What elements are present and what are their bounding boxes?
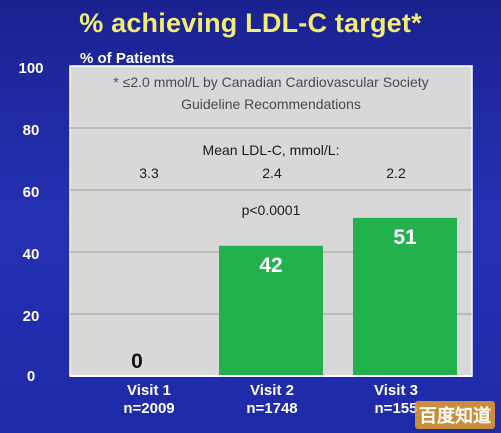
y-axis-label: % of Patients xyxy=(80,50,175,67)
y-tick-0: 0 xyxy=(26,368,36,385)
mean-ldl-title: Mean LDL-C, mmol/L: xyxy=(202,142,340,158)
x-category-n: n=155 xyxy=(374,400,418,417)
x-category-label: Visit 3 xyxy=(374,382,418,399)
y-tick-80: 80 xyxy=(22,122,40,139)
mean-ldl-visit-3: 2.2 xyxy=(386,165,406,181)
footnote-line-2: Guideline Recommendations xyxy=(181,96,361,112)
y-tick-60: 60 xyxy=(22,184,40,201)
x-category-visit-1: Visit 1 n=2009 xyxy=(94,382,204,418)
bar-visit-3 xyxy=(353,217,457,376)
chart-title: % achieving LDL-C target* xyxy=(79,8,422,38)
x-category-visit-2: Visit 2 n=1748 xyxy=(217,382,327,418)
mean-ldl-visit-1: 3.3 xyxy=(139,165,159,181)
x-category-n: n=1748 xyxy=(246,400,298,417)
x-category-label: Visit 2 xyxy=(250,382,294,399)
x-category-label: Visit 1 xyxy=(127,382,171,399)
mean-ldl-visit-2: 2.4 xyxy=(262,165,282,181)
y-tick-20: 20 xyxy=(22,308,40,325)
bar-value-label-visit-3: 51 xyxy=(393,225,417,249)
x-category-n: n=2009 xyxy=(123,400,175,417)
footnote-line-1: * ≤2.0 mmol/L by Canadian Cardiovascular… xyxy=(113,74,429,90)
bar-value-label-visit-2: 42 xyxy=(259,253,283,277)
bar-visit-2 xyxy=(219,245,323,376)
p-value: p<0.0001 xyxy=(241,202,301,218)
y-tick-40: 40 xyxy=(22,246,40,263)
watermark-logo: 百度知道 xyxy=(415,401,495,429)
bar-value-label-visit-1: 0 xyxy=(131,350,143,373)
x-category-visit-3: Visit 3 n=155 xyxy=(341,382,451,418)
y-tick-100: 100 xyxy=(18,60,44,77)
